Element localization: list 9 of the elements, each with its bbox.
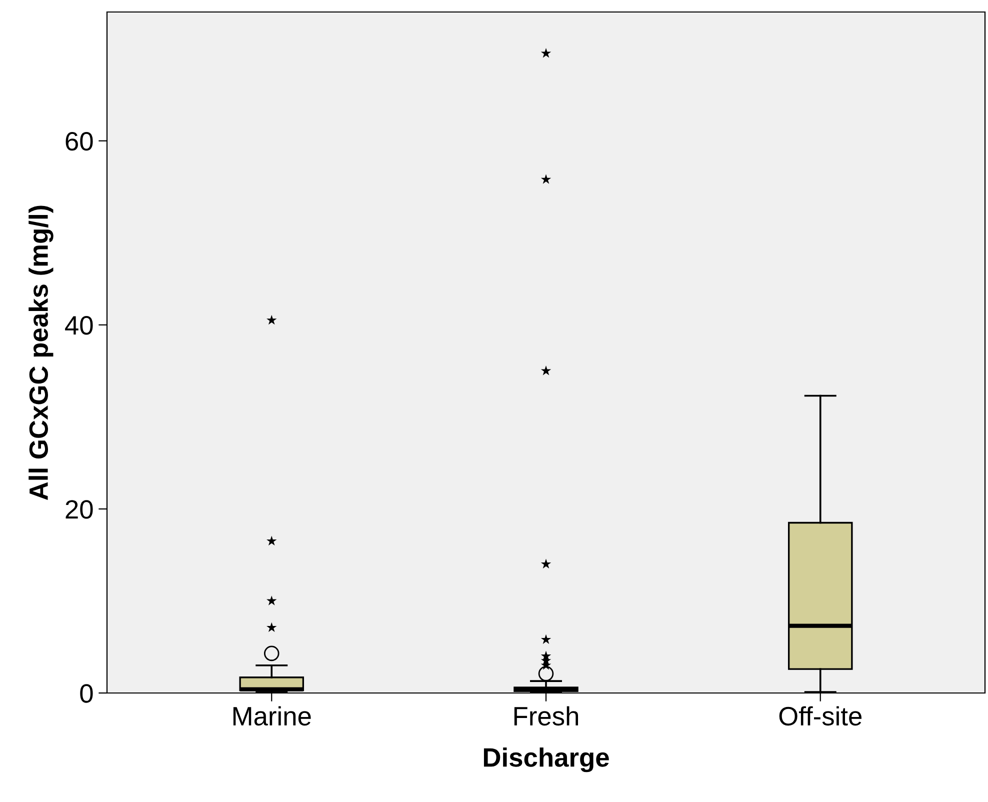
y-tick-label: 40 (65, 316, 93, 335)
y-axis-title: All GCxGC peaks (mg/l) (28, 206, 54, 500)
y-tick-label: 60 (66, 132, 93, 151)
x-tick-label: Fresh (514, 706, 578, 726)
x-tick-label: Off-site (779, 706, 862, 726)
y-tick-label: 20 (66, 500, 93, 519)
x-tick-label: Marine (233, 706, 311, 726)
x-axis-title: Discharge (484, 747, 609, 772)
y-tick-label: 0 (80, 684, 93, 703)
